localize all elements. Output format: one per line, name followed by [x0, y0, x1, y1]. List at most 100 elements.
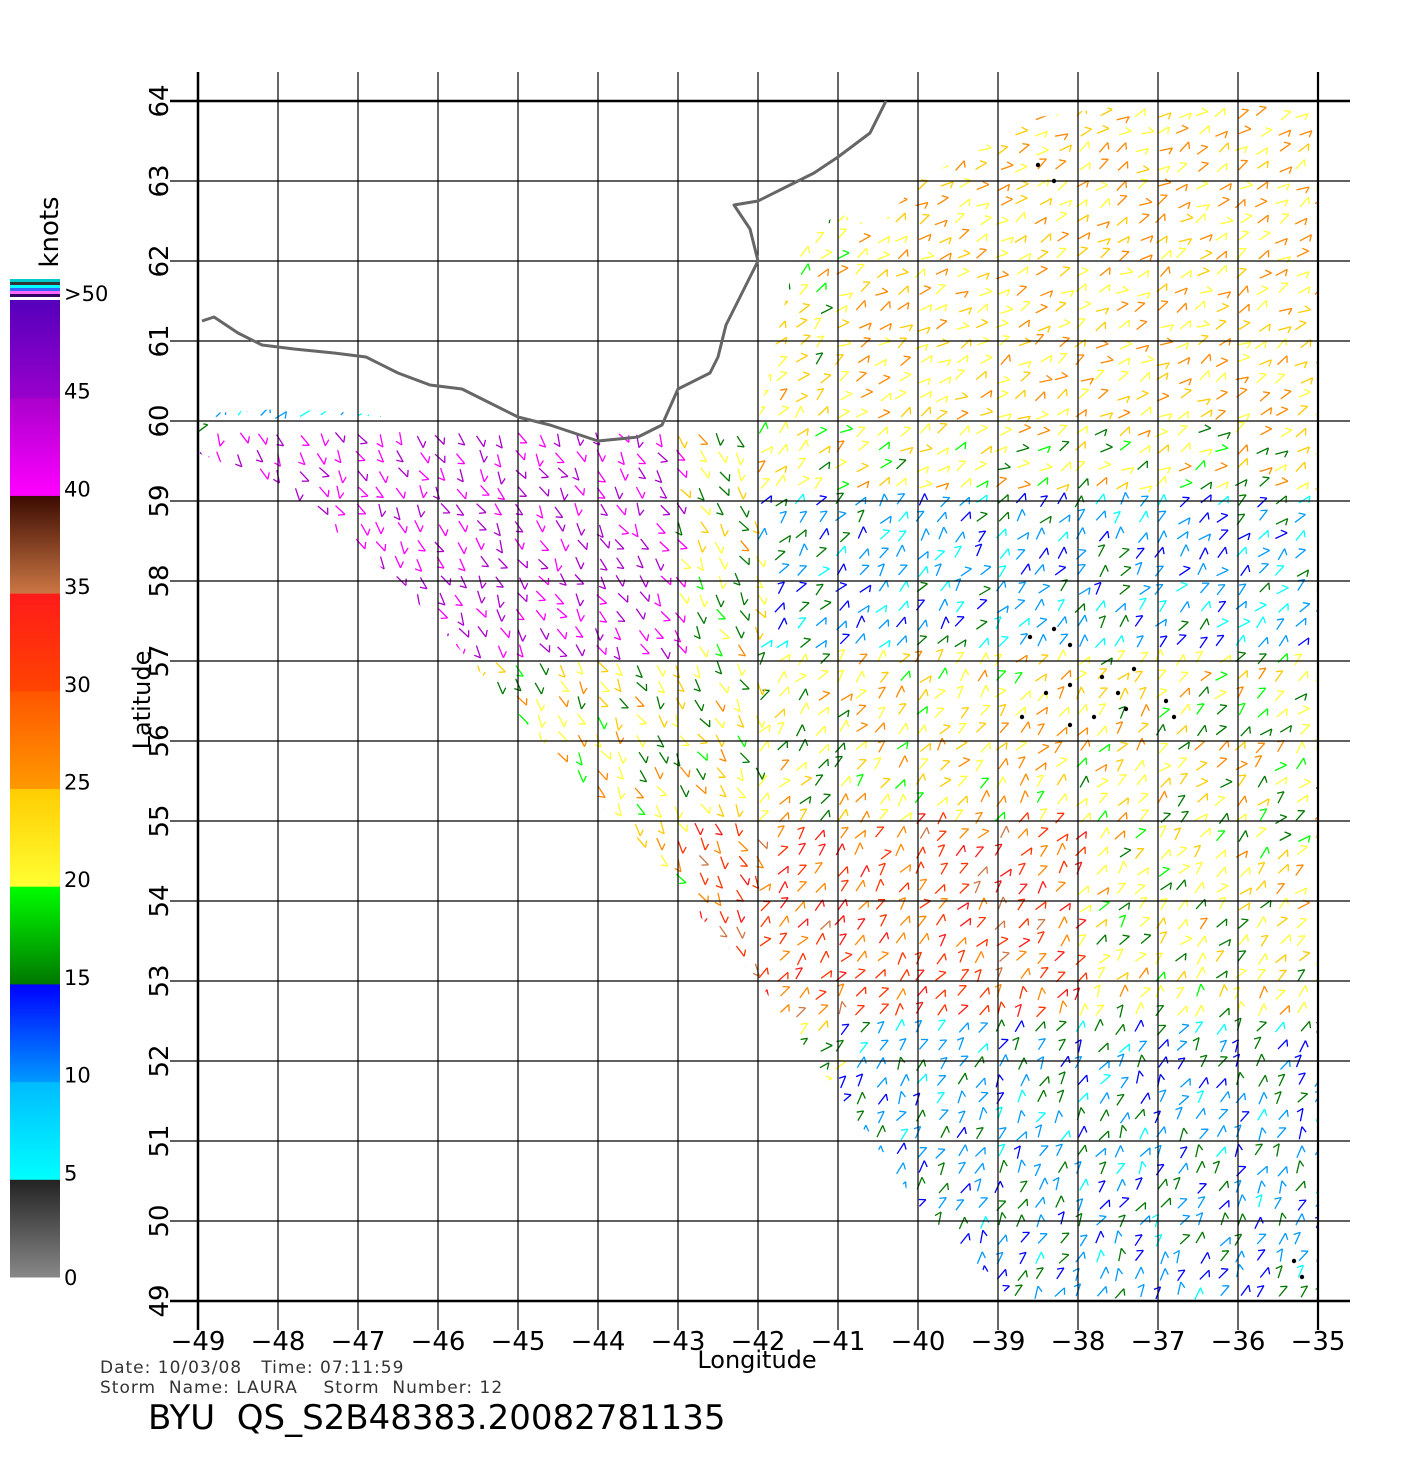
wind-barb — [299, 1253, 309, 1265]
wind-barb — [719, 628, 731, 639]
wind-barb — [1219, 1236, 1231, 1247]
wind-barb-feather — [620, 1058, 628, 1061]
wind-barb — [635, 608, 645, 620]
wind-barb-feather — [679, 882, 687, 885]
wind-barb — [659, 1250, 668, 1263]
wind-barb — [435, 1127, 444, 1140]
wind-barb — [975, 1284, 983, 1297]
wind-barb — [395, 753, 400, 767]
wind-barb — [255, 1016, 264, 1029]
wind-barb-feather — [764, 1089, 769, 1097]
wind-barb — [518, 644, 524, 658]
wind-barb-feather — [721, 1215, 729, 1219]
wind-barb — [219, 715, 229, 727]
wind-barb-feather — [1015, 1284, 1023, 1287]
wind-barb — [878, 686, 886, 699]
wind-barb — [1274, 690, 1285, 702]
wind-barb — [614, 996, 620, 1010]
wind-barb — [879, 1267, 890, 1279]
wind-barb — [696, 768, 704, 781]
wind-barb — [258, 997, 264, 1011]
wind-barb-feather — [326, 1290, 329, 1299]
wind-barb-feather — [1159, 687, 1168, 691]
wind-barb — [476, 819, 487, 831]
wind-barb — [1257, 549, 1270, 558]
wind-barb-feather — [1323, 1182, 1325, 1189]
wind-barb — [460, 575, 468, 589]
wind-barb-feather — [227, 791, 231, 799]
wind-barb — [259, 714, 266, 728]
wind-barb — [1178, 671, 1189, 683]
wind-barb — [856, 1056, 865, 1069]
wind-barb — [277, 1214, 287, 1226]
wind-barb-feather — [808, 796, 812, 804]
wind-barb — [518, 1092, 526, 1106]
wind-barb — [476, 590, 483, 604]
wind-barb — [1035, 762, 1047, 771]
wind-barb — [934, 550, 946, 561]
wind-barb — [1079, 1178, 1087, 1191]
wind-barb-feather — [205, 668, 209, 676]
wind-barb — [1197, 1196, 1206, 1209]
wind-barb — [818, 568, 830, 577]
wind-barb-feather — [801, 1252, 809, 1255]
wind-barb-feather — [438, 602, 446, 606]
wind-barb — [1294, 887, 1308, 895]
wind-barb-feather — [1266, 846, 1270, 854]
wind-barb-feather — [841, 1001, 847, 1008]
wind-barb — [779, 951, 791, 961]
wind-barb — [1319, 985, 1326, 996]
wind-barb-feather — [587, 966, 590, 974]
wind-barb — [1079, 1234, 1088, 1247]
wind-barb — [694, 1269, 706, 1279]
wind-barb — [778, 779, 791, 788]
wind-barb-feather — [934, 563, 942, 567]
wind-barb — [915, 773, 925, 785]
wind-barb — [799, 796, 812, 805]
wind-barb-feather — [1137, 547, 1145, 550]
wind-barb-feather — [614, 687, 622, 693]
wind-barb — [819, 1111, 831, 1121]
wind-barb-feather — [480, 1198, 488, 1202]
wind-barb-feather — [1204, 670, 1212, 674]
wind-barb — [434, 541, 445, 552]
wind-barb — [900, 670, 910, 682]
wind-barb — [1220, 1250, 1230, 1262]
wind-barb-feather — [1221, 1268, 1229, 1270]
wind-barb — [978, 1107, 984, 1120]
wind-barb — [399, 718, 407, 731]
wind-barb — [537, 1234, 549, 1243]
wind-barb — [699, 1097, 711, 1106]
wind-barb — [198, 924, 205, 938]
wind-barb — [1079, 1003, 1086, 1016]
wind-barb-feather — [704, 843, 710, 851]
wind-barb-feather — [340, 1041, 348, 1044]
wind-barb — [1160, 1197, 1171, 1208]
wind-barb — [917, 1147, 928, 1158]
wind-barb-feather — [1163, 1126, 1167, 1134]
wind-barb-feather — [1258, 667, 1267, 670]
wind-barb — [376, 996, 383, 1010]
wind-barb — [879, 547, 889, 559]
wind-barb-feather — [1323, 954, 1325, 961]
wind-barb-feather — [386, 686, 390, 694]
wind-barb — [1298, 835, 1311, 843]
wind-barb — [438, 927, 445, 941]
wind-barb — [1237, 686, 1244, 699]
wind-barb — [960, 1182, 971, 1194]
wind-barb — [636, 803, 646, 815]
wind-barb — [899, 654, 911, 664]
wind-barb-feather — [344, 929, 347, 937]
wind-barb-feather — [614, 901, 622, 906]
wind-barb — [1098, 792, 1108, 804]
wind-barb-feather — [1141, 792, 1149, 795]
wind-barb-feather — [246, 950, 249, 958]
wind-barb — [517, 558, 528, 569]
wind-barb — [579, 681, 585, 694]
wind-barb — [1098, 901, 1110, 912]
wind-barb — [1115, 526, 1122, 540]
wind-barb-feather — [805, 688, 809, 696]
wind-barb — [695, 1203, 708, 1211]
wind-barb — [699, 911, 704, 925]
wind-barb-feather — [1082, 1020, 1086, 1028]
